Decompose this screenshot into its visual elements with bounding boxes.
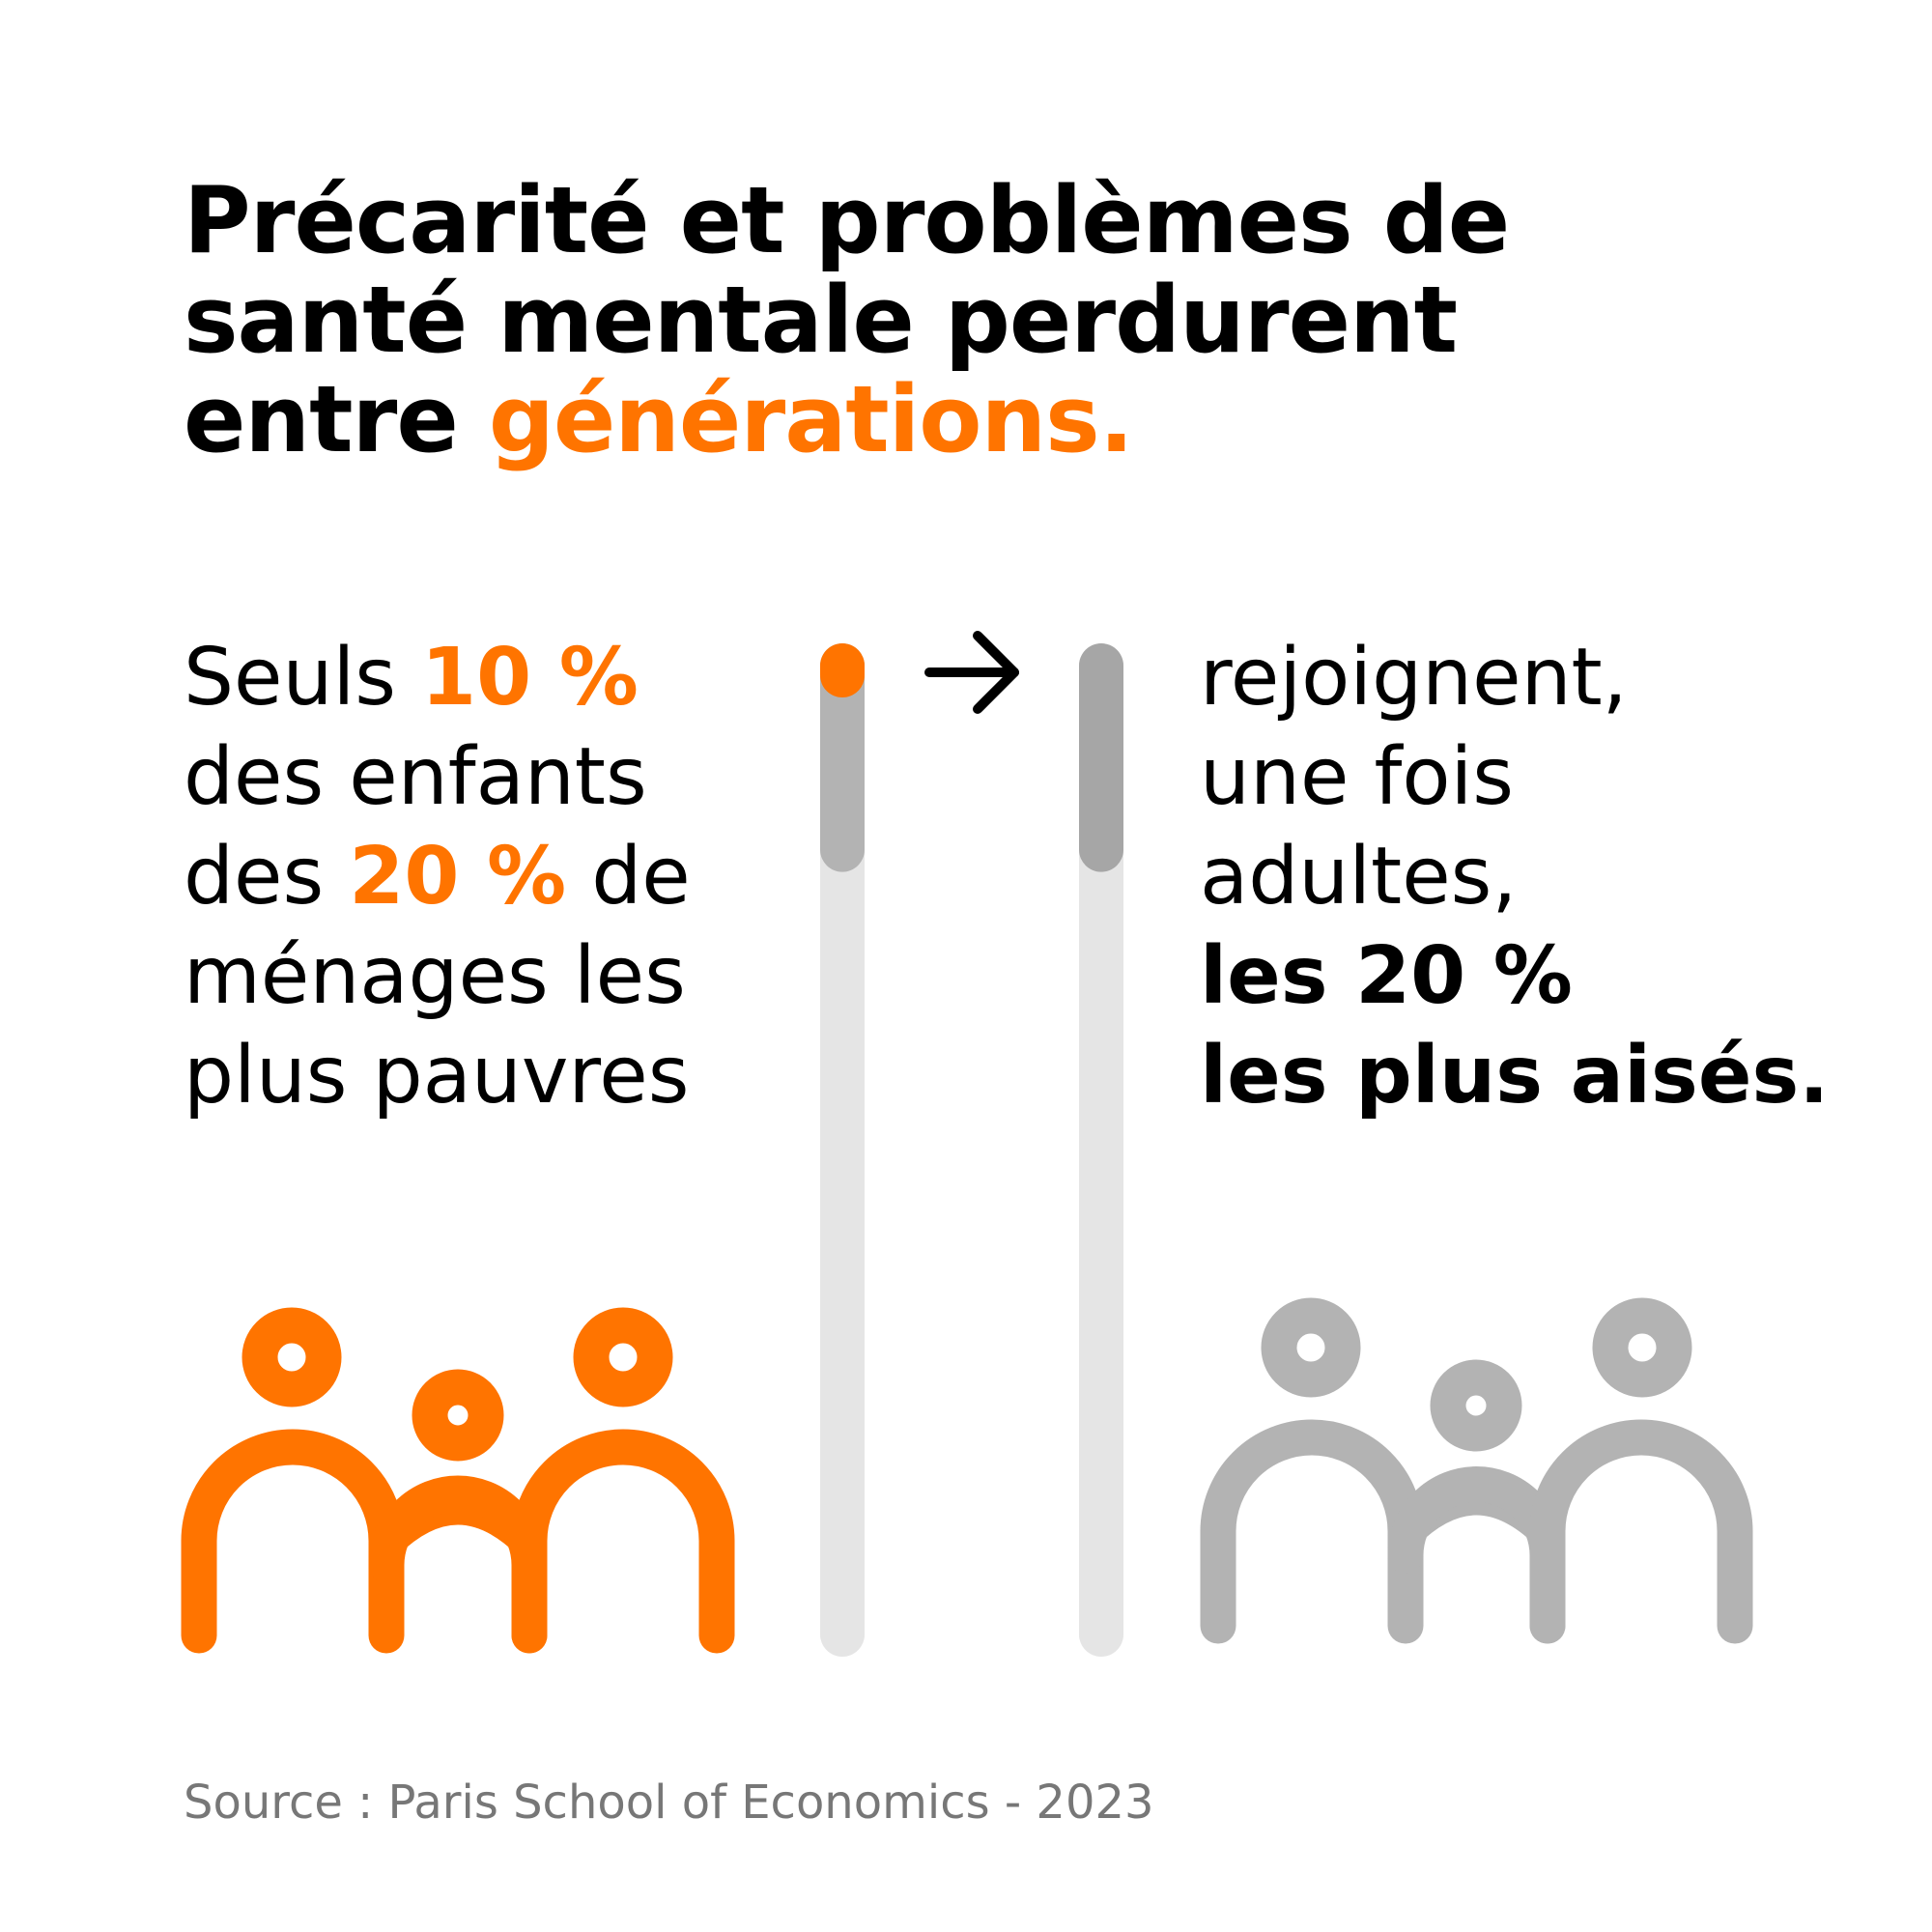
family-icon-left: [181, 1307, 735, 1654]
right-line-2: une fois: [1200, 731, 1514, 823]
source-note: Source : Paris School of Economics - 202…: [184, 1776, 1154, 1830]
right-line-1: rejoignent,: [1200, 632, 1628, 724]
title-accent-word: générations.: [488, 367, 1134, 473]
left-line-3-prefix: des: [184, 831, 350, 923]
title-line-3: entre générations.: [184, 371, 1826, 470]
left-line-4: ménages les: [184, 930, 686, 1022]
left-figure-3-head: [573, 1307, 673, 1407]
title-line-1: Précarité et problèmes de: [184, 168, 1510, 274]
right-line-4: les 20 %: [1200, 930, 1573, 1022]
right-figure-3-body: [1529, 1419, 1753, 1644]
left-line-1-prefix: Seuls: [184, 632, 422, 724]
page-title: Précarité et problèmes de santé mentale …: [184, 172, 1826, 470]
left-figure-1-head: [242, 1307, 342, 1407]
right-figure-3-head: [1592, 1297, 1692, 1398]
title-line-3-prefix: entre: [184, 367, 489, 473]
right-figure-2-head: [1430, 1359, 1522, 1452]
left-line-5: plus pauvres: [184, 1030, 690, 1122]
left-figure-2-head: [412, 1369, 504, 1462]
left-line-1: Seuls 10 %: [184, 628, 691, 727]
right-figure-1-head: [1261, 1297, 1361, 1398]
left-figure-3-body: [511, 1429, 735, 1654]
left-figure-1-body: [181, 1429, 405, 1654]
left-highlight-20-percent: 20 %: [349, 831, 567, 923]
family-icon-right: [1200, 1297, 1753, 1644]
right-line-3: adultes,: [1200, 831, 1518, 923]
left-line-3: des 20 % de: [184, 827, 691, 926]
left-statement: Seuls 10 % des enfants des 20 % de ménag…: [184, 628, 691, 1125]
arrow-right-icon: [924, 631, 1019, 714]
right-figure-1-body: [1200, 1419, 1424, 1644]
title-line-2: santé mentale perdurent: [184, 268, 1458, 374]
right-line-5: les plus aisés.: [1200, 1030, 1830, 1122]
left-line-3-suffix: de: [566, 831, 691, 923]
right-statement: rejoignent, une fois adultes, les 20 % l…: [1200, 628, 1829, 1125]
left-highlight-10-percent: 10 %: [421, 632, 639, 724]
left-line-2: des enfants: [184, 731, 647, 823]
